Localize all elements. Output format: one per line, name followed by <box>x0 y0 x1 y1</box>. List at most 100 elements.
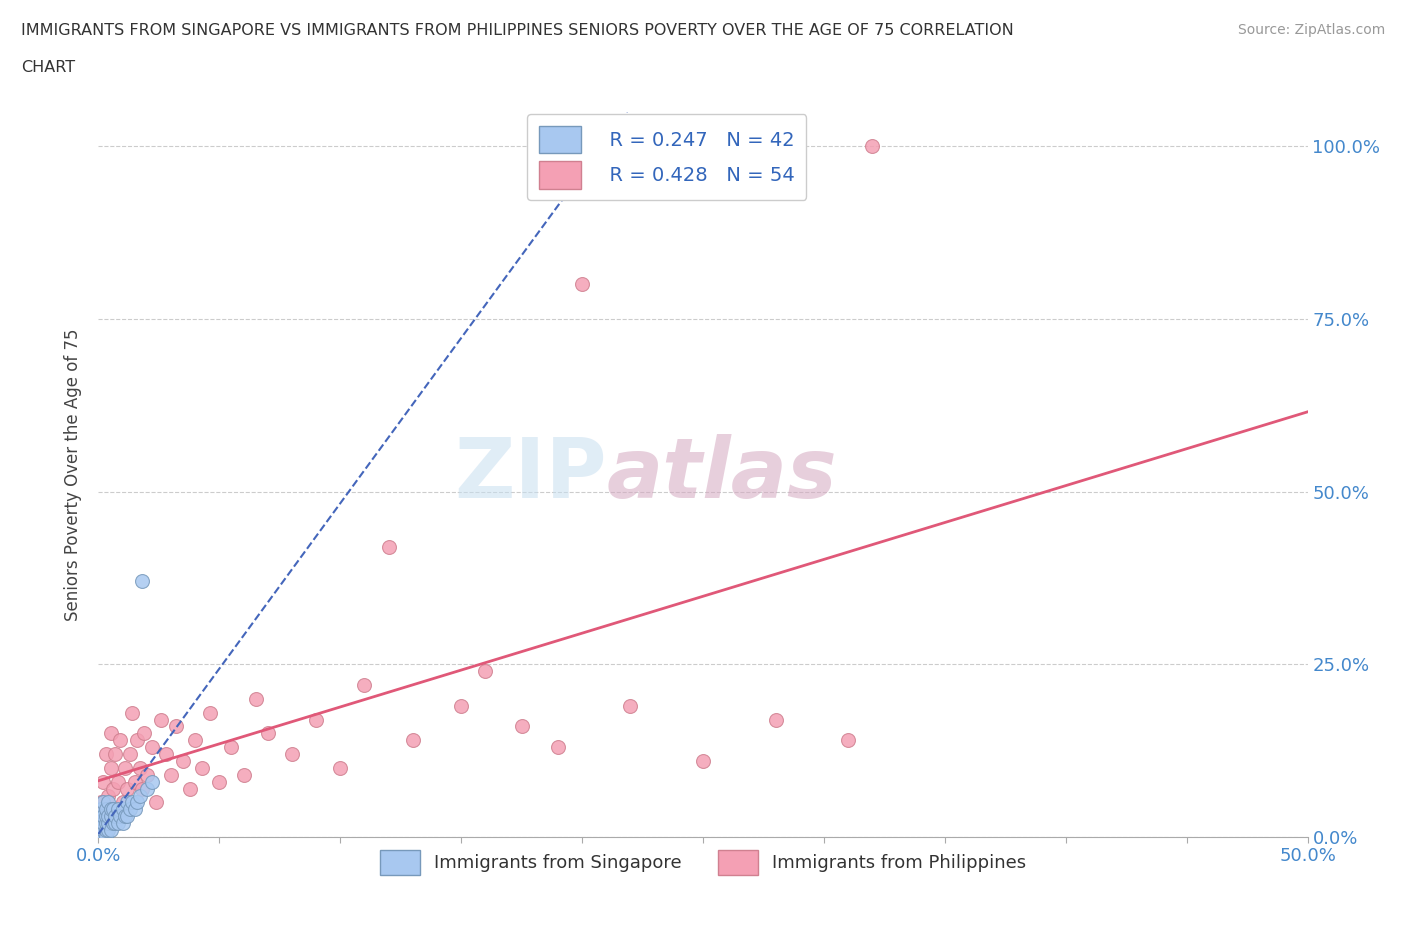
Point <box>91 816 114 830</box>
Point <box>860 139 883 153</box>
Point <box>117 781 139 796</box>
Point <box>141 775 163 790</box>
Point <box>353 678 375 693</box>
Point <box>221 739 243 754</box>
Point <box>135 781 157 796</box>
Point <box>117 795 139 810</box>
Point <box>90 823 112 838</box>
Point <box>128 761 150 776</box>
Point <box>377 539 399 554</box>
Point <box>100 823 122 838</box>
Point <box>111 795 134 810</box>
Point <box>97 809 120 824</box>
Point <box>121 705 143 720</box>
Point <box>141 739 163 754</box>
Text: Source: ZipAtlas.com: Source: ZipAtlas.com <box>1237 23 1385 37</box>
Point <box>94 802 117 817</box>
Point <box>111 816 134 830</box>
Point <box>91 809 114 824</box>
Point <box>155 747 177 762</box>
Point <box>118 802 141 817</box>
Text: CHART: CHART <box>21 60 75 75</box>
Point <box>114 761 136 776</box>
Point <box>256 726 278 741</box>
Point <box>94 809 117 824</box>
Point <box>94 816 117 830</box>
Point <box>135 767 157 782</box>
Point <box>450 698 472 713</box>
Point <box>402 733 425 748</box>
Point <box>127 795 149 810</box>
Point <box>90 795 112 810</box>
Point <box>121 795 143 810</box>
Point <box>97 795 120 810</box>
Point <box>90 809 112 824</box>
Point <box>108 809 131 824</box>
Point <box>94 809 117 824</box>
Point <box>104 809 127 824</box>
Point <box>104 747 127 762</box>
Point <box>128 788 150 803</box>
Point <box>619 698 641 713</box>
Point <box>184 733 207 748</box>
Point <box>100 726 122 741</box>
Point <box>474 664 496 679</box>
Point <box>191 761 214 776</box>
Text: IMMIGRANTS FROM SINGAPORE VS IMMIGRANTS FROM PHILIPPINES SENIORS POVERTY OVER TH: IMMIGRANTS FROM SINGAPORE VS IMMIGRANTS … <box>21 23 1014 38</box>
Point <box>134 726 156 741</box>
Point <box>100 761 122 776</box>
Point <box>124 775 146 790</box>
Point <box>94 823 117 838</box>
Point <box>131 574 153 589</box>
Point <box>127 733 149 748</box>
Point <box>114 809 136 824</box>
Point <box>111 802 134 817</box>
Point <box>150 712 173 727</box>
Point <box>118 747 141 762</box>
Point <box>232 767 254 782</box>
Point <box>107 775 129 790</box>
Text: atlas: atlas <box>606 433 837 515</box>
Point <box>90 802 112 817</box>
Point <box>91 795 114 810</box>
Point <box>145 795 167 810</box>
Text: ZIP: ZIP <box>454 433 606 515</box>
Point <box>179 781 201 796</box>
Point <box>97 823 120 838</box>
Point <box>547 739 569 754</box>
Point <box>94 747 117 762</box>
Point <box>131 781 153 796</box>
Point <box>837 733 859 748</box>
Point <box>101 781 124 796</box>
Point <box>91 823 114 838</box>
Point <box>765 712 787 727</box>
Point <box>104 816 127 830</box>
Point <box>100 802 122 817</box>
Point <box>94 830 117 844</box>
Point <box>97 788 120 803</box>
Point <box>108 733 131 748</box>
Point <box>107 816 129 830</box>
Point <box>165 719 187 734</box>
Point <box>91 775 114 790</box>
Point <box>198 705 221 720</box>
Point <box>97 816 120 830</box>
Point <box>101 802 124 817</box>
Point <box>90 830 112 844</box>
Legend: Immigrants from Singapore, Immigrants from Philippines: Immigrants from Singapore, Immigrants fr… <box>373 843 1033 883</box>
Point <box>124 802 146 817</box>
Point <box>245 691 267 706</box>
Point <box>107 802 129 817</box>
Point <box>117 809 139 824</box>
Point <box>90 816 112 830</box>
Y-axis label: Seniors Poverty Over the Age of 75: Seniors Poverty Over the Age of 75 <box>65 328 83 620</box>
Point <box>100 809 122 824</box>
Point <box>172 753 194 768</box>
Point <box>160 767 183 782</box>
Point <box>208 775 231 790</box>
Point <box>91 830 114 844</box>
Point <box>692 753 714 768</box>
Point <box>281 747 304 762</box>
Point <box>101 816 124 830</box>
Point <box>571 277 593 292</box>
